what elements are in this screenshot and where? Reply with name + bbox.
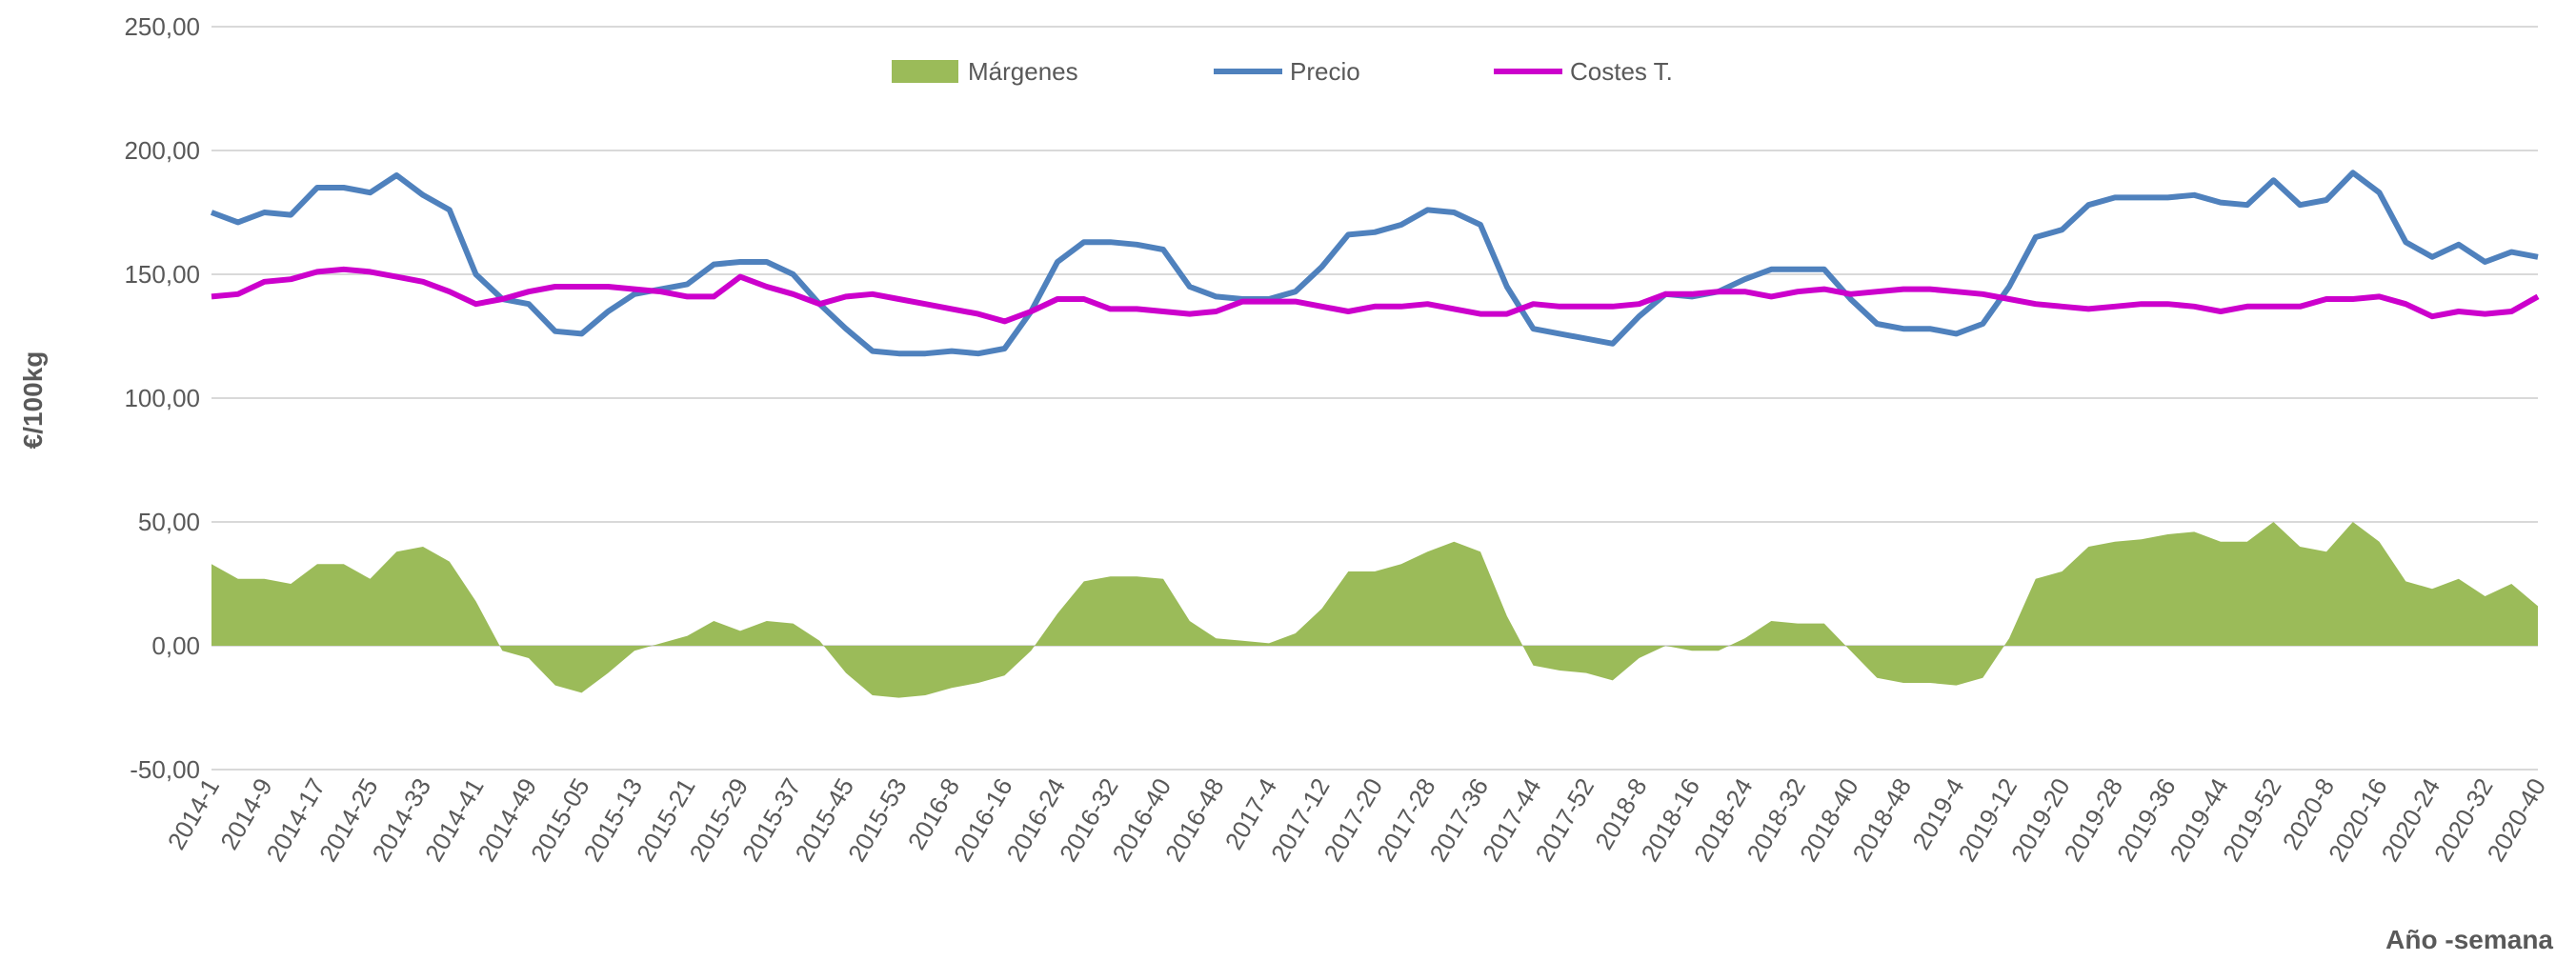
y-tick-label: 100,00 bbox=[124, 384, 200, 412]
y-tick-label: 0,00 bbox=[151, 631, 200, 660]
x-tick-label: 2014-1 bbox=[162, 773, 225, 854]
legend-swatch bbox=[892, 60, 958, 83]
y-tick-label: 150,00 bbox=[124, 260, 200, 289]
y-tick-label: 250,00 bbox=[124, 12, 200, 41]
y-tick-label: 50,00 bbox=[138, 508, 200, 536]
legend-label: Márgenes bbox=[968, 57, 1078, 86]
y-axis-title: €/100kg bbox=[18, 351, 48, 450]
legend-label: Costes T. bbox=[1570, 57, 1673, 86]
y-tick-label: -50,00 bbox=[130, 755, 200, 784]
y-tick-label: 200,00 bbox=[124, 136, 200, 165]
area bbox=[211, 522, 2538, 698]
legend-label: Precio bbox=[1290, 57, 1360, 86]
line bbox=[210, 170, 2539, 357]
x-axis-title: Año -semana bbox=[2385, 925, 2553, 954]
line bbox=[211, 266, 2540, 325]
